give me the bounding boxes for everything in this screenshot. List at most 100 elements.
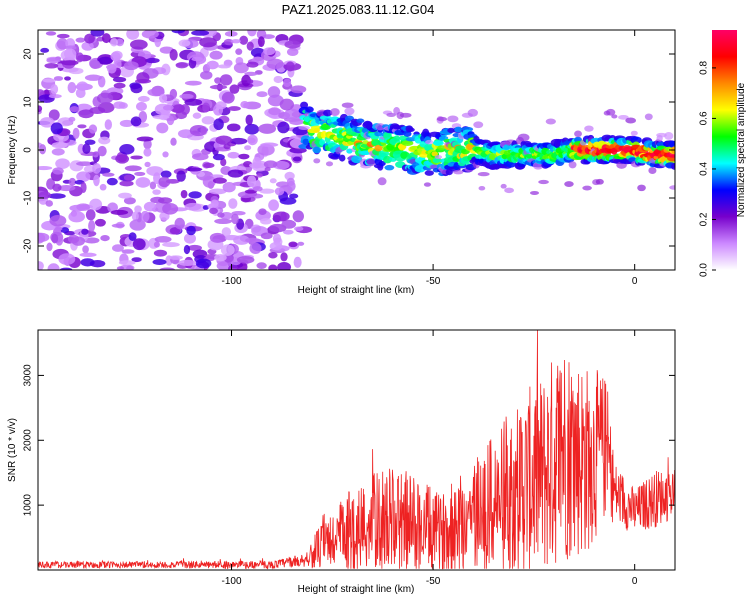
spectrogram-cell [53, 76, 64, 81]
spectrogram-cell [252, 186, 263, 192]
spectrogram-cell [378, 161, 386, 167]
spectrogram-cell [378, 150, 390, 158]
spectrogram-cell [143, 148, 152, 157]
snr-ylabel: SNR (10 * v/v) [7, 418, 18, 482]
colorbar-tick-label: 0.6 [699, 111, 710, 125]
spectrogram-cell [184, 202, 202, 211]
spectrogram-cell [227, 151, 240, 159]
spectrogram-cell [233, 62, 249, 74]
spectrogram-cell [175, 62, 188, 69]
spectrogram-cell [158, 93, 168, 103]
spectrogram-cell [50, 84, 59, 95]
spectrogram-cell [45, 31, 57, 36]
spectrogram-cell [227, 169, 244, 178]
colorbar-tick-label: 0.2 [699, 212, 710, 226]
spectrogram-cell [104, 119, 112, 130]
spectrogram-cell [119, 119, 134, 127]
spectrogram-cell [246, 61, 259, 68]
spectrogram-cell [582, 185, 592, 191]
spectrogram-cell [115, 38, 124, 47]
spectrogram-cell [564, 181, 574, 187]
spectrogram-cell [217, 64, 231, 69]
spectrogram-cell [473, 121, 484, 129]
spectrogram-cell [47, 263, 60, 270]
spectrogram-cell [203, 162, 215, 169]
spectrogram-cell [425, 139, 434, 145]
spectrogram-cell [611, 114, 618, 119]
spectrogram-cell [454, 126, 463, 133]
spectrogram-cell [101, 33, 111, 44]
spectrogram-cell [227, 264, 239, 270]
spectrogram-cell [226, 123, 241, 132]
spectrogram-cell [274, 187, 285, 196]
spectrogram-cell [162, 242, 180, 248]
spectrogram-cell [439, 135, 449, 141]
spectrogram-cell [431, 151, 438, 157]
snr-panel: -100 -50 0 1000 2000 3000 Height of straight … [7, 329, 676, 595]
spectrogram-cell [288, 241, 298, 248]
spectrogram-cell [51, 141, 68, 149]
spectrogram-cell [202, 175, 216, 188]
spectrogram-cell [130, 155, 143, 160]
spectrogram-cell [49, 214, 67, 227]
spectrogram-cell [89, 106, 106, 115]
spectrogram-cell [83, 237, 100, 244]
spectrogram-cell [268, 264, 278, 270]
spectrogram-cell [48, 94, 62, 99]
spectrogram-cell [246, 41, 254, 51]
spectrogram-cell [39, 117, 55, 128]
spectrogram-cell [279, 98, 294, 111]
spectrogram-cell [227, 106, 241, 111]
spectrogram-cell [298, 125, 310, 130]
spectrogram-cell [245, 114, 253, 126]
spectrogram-cell [59, 267, 73, 270]
spectrogram-xtick-label: -100 [222, 276, 242, 287]
spectrogram-cell [289, 193, 299, 199]
spectrogram-cell [323, 109, 333, 117]
spectrogram-cell [45, 200, 53, 207]
spectrogram-cell [183, 233, 196, 244]
spectrogram-cell [143, 201, 157, 212]
spectrogram-cell [149, 181, 157, 190]
spectrogram-cell [56, 38, 69, 50]
spectrogram-cell [215, 101, 227, 110]
colorbar-tick-label: 0.0 [699, 263, 710, 277]
snr-xlabel: Height of straight line (km) [298, 584, 415, 595]
spectrogram-cell [272, 211, 290, 222]
spectrogram-cell [38, 105, 43, 113]
spectrogram-cell [478, 185, 486, 191]
spectrogram-cell [200, 70, 213, 80]
spectrogram-cell [57, 184, 76, 192]
spectrogram-cell [113, 82, 126, 89]
spectrogram-ytick-label: 0 [23, 147, 34, 153]
spectrogram-cell [239, 35, 249, 45]
spectrogram-cell [214, 253, 227, 262]
spectrogram-cell [671, 163, 675, 170]
snr-xtick-label: 0 [632, 576, 638, 587]
spectrogram-cell [220, 158, 227, 167]
spectrogram-cell [137, 95, 150, 102]
spectrogram-cell [39, 144, 47, 155]
spectrogram-cell [141, 30, 159, 39]
spectrogram-cell [89, 198, 103, 211]
spectrogram-cell [38, 232, 46, 244]
spectrogram-cell [191, 30, 210, 36]
spectrogram-cell [98, 56, 113, 65]
spectrogram-cell [268, 199, 279, 211]
spectrogram-cell [247, 134, 258, 146]
spectrogram-cell [79, 252, 97, 257]
spectrogram-cell [162, 202, 179, 215]
spectrogram-cell [256, 173, 263, 178]
spectrogram-cell [48, 109, 60, 121]
spectrogram-cell [453, 169, 464, 175]
spectrogram-cell [344, 107, 355, 116]
spectrogram-cell [60, 227, 70, 234]
spectrogram-cell [210, 199, 219, 208]
spectrogram-cell [146, 166, 164, 176]
spectrogram-cell [432, 140, 444, 146]
spectrogram-xtick-label: -50 [426, 276, 441, 287]
spectrogram-cell [75, 52, 84, 63]
spectrogram-cell [72, 127, 80, 140]
snr-axes: -100 -50 0 1000 2000 3000 [23, 330, 675, 587]
